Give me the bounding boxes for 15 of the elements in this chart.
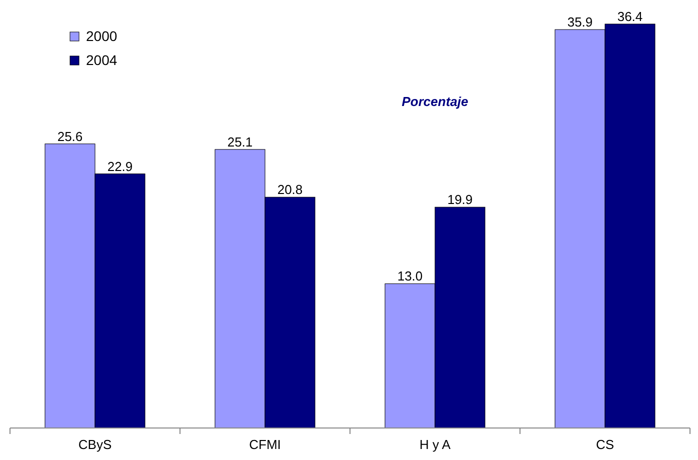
data-label: 22.9 [107,158,133,174]
data-label: 35.9 [567,14,593,30]
data-label: 13.0 [397,268,423,284]
x-tick-label: CS [596,437,614,452]
data-label: 25.1 [227,134,253,150]
legend-label: 2000 [86,28,118,44]
legend-label: 2004 [86,52,118,68]
data-label: 19.9 [447,192,473,208]
data-label: 36.4 [617,9,643,24]
data-label: 20.8 [277,182,303,198]
x-tick-label: CFMI [249,437,281,452]
x-tick-label: CByS [78,437,112,452]
data-label: 25.6 [57,128,83,144]
annotation: Porcentaje [402,94,468,109]
x-tick-label: H y A [419,437,451,452]
